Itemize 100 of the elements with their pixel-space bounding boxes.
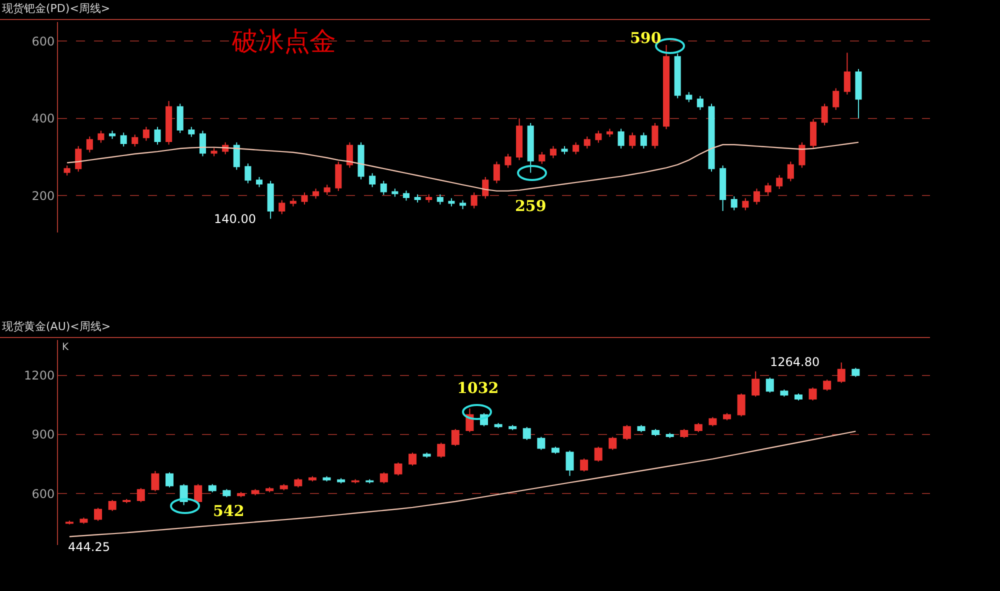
- candlestick: [652, 428, 660, 437]
- candlestick: [737, 392, 746, 417]
- annotation: K: [62, 342, 69, 353]
- candlestick: [663, 44, 670, 130]
- candlestick: [408, 452, 417, 466]
- candlestick: [493, 161, 500, 184]
- candlestick: [629, 132, 636, 149]
- candlestick: [94, 507, 102, 522]
- candlestick: [794, 392, 802, 402]
- candlestick: [233, 142, 240, 170]
- candlestick: [720, 164, 726, 212]
- candlestick: [572, 142, 580, 155]
- candlestick: [142, 126, 150, 142]
- candlestick: [392, 188, 398, 198]
- candlestick: [324, 184, 330, 196]
- y-tick-label: 1200: [24, 368, 55, 383]
- candlestick: [522, 426, 531, 440]
- y-tick-label: 900: [32, 428, 55, 442]
- candlestick: [594, 446, 602, 462]
- candlestick: [65, 520, 74, 525]
- candlestick: [752, 370, 760, 398]
- candlestick: [516, 118, 523, 161]
- candlestick: [366, 478, 374, 484]
- candlestick: [537, 436, 546, 450]
- candlestick: [832, 88, 840, 110]
- candlestick: [222, 488, 231, 498]
- candlestick: [787, 161, 794, 182]
- candlestick: [120, 132, 127, 148]
- candlestick: [176, 103, 184, 134]
- candlestick: [267, 180, 274, 220]
- candlestick: [566, 450, 574, 476]
- candlestick: [278, 200, 286, 215]
- candlestick: [666, 432, 674, 439]
- candlestick: [482, 176, 489, 200]
- candlestick: [436, 194, 444, 205]
- candlestick: [730, 196, 738, 211]
- candlestick: [256, 176, 263, 188]
- candlestick: [280, 484, 288, 491]
- candlestick: [527, 122, 534, 174]
- candlestick: [680, 428, 688, 439]
- candlestick: [618, 128, 624, 149]
- chart-title: 现货黄金(AU)<周线>: [2, 320, 111, 333]
- candlestick: [199, 130, 206, 157]
- candlestick: [414, 194, 421, 204]
- candlestick: [236, 492, 245, 498]
- candlestick: [394, 462, 402, 476]
- candlestick: [210, 148, 218, 157]
- candlestick: [402, 190, 410, 202]
- candlestick: [322, 476, 331, 482]
- candlestick: [708, 416, 717, 427]
- annotation: 1264.80: [770, 355, 820, 369]
- candlestick: [437, 442, 446, 458]
- candlestick: [855, 68, 862, 119]
- candlestick: [166, 472, 174, 488]
- annotation: 542: [213, 502, 244, 520]
- annotation: 590: [630, 29, 662, 47]
- candlestick: [494, 422, 502, 429]
- candlestick: [766, 377, 774, 394]
- candlestick: [640, 132, 647, 149]
- candlestick: [837, 362, 846, 384]
- candlestick: [753, 188, 760, 205]
- candlestick: [776, 174, 783, 190]
- candlestick: [426, 194, 432, 204]
- annotation: 444.25: [68, 540, 110, 554]
- candlestick: [460, 200, 466, 210]
- candlestick: [798, 142, 806, 168]
- candlestick: [584, 136, 590, 149]
- candlestick: [448, 198, 455, 207]
- y-tick-label: 600: [32, 34, 55, 48]
- candlestick: [380, 472, 388, 484]
- candlestick: [266, 486, 274, 493]
- candlestick: [504, 153, 512, 168]
- candlestick: [561, 146, 568, 155]
- candlestick: [290, 198, 296, 207]
- candlestick: [151, 470, 160, 492]
- candlestick: [132, 134, 138, 148]
- chart-title: 现货钯金(PD)<周线>: [2, 2, 110, 15]
- candlestick: [686, 92, 692, 103]
- annotation: 140.00: [214, 212, 256, 226]
- candlestick: [75, 146, 82, 172]
- candlestick: [694, 422, 702, 433]
- candlestick: [358, 142, 364, 180]
- candlestick: [606, 128, 614, 138]
- candlestick: [608, 436, 617, 450]
- candlestick: [580, 458, 588, 472]
- candlestick: [780, 389, 788, 398]
- candlestick: [742, 198, 749, 211]
- candlestick: [821, 103, 828, 126]
- candlestick: [844, 52, 850, 95]
- candlestick: [154, 126, 161, 146]
- candlestick: [64, 164, 70, 176]
- candlestick: [823, 379, 832, 392]
- y-tick-label: 200: [32, 188, 55, 203]
- candlestick: [194, 484, 202, 504]
- candlestick: [595, 130, 602, 144]
- candlestick: [251, 488, 260, 496]
- candlestick: [550, 146, 556, 159]
- candlestick: [136, 488, 145, 503]
- candlestick: [369, 172, 376, 188]
- candlestick: [708, 103, 715, 172]
